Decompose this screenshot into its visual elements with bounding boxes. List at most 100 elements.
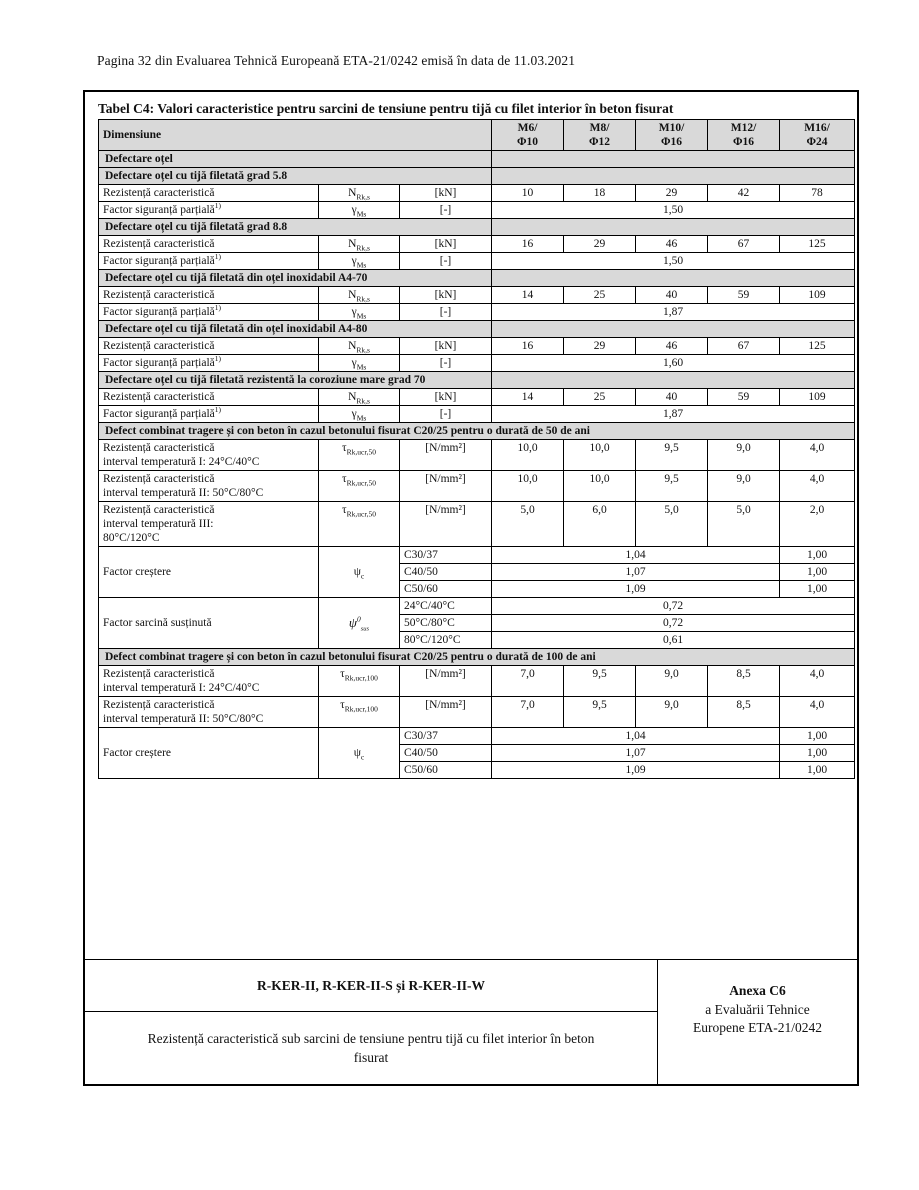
value-cell: 9,5 (563, 665, 637, 697)
value-cell: 4,0 (779, 665, 856, 697)
value-cell: 14 (491, 388, 565, 406)
row-label: Factor creștere (98, 727, 319, 779)
row-label: Factor siguranță parțială1) (98, 252, 319, 270)
value-cell: 125 (779, 235, 856, 253)
row-label: Rezistență caracteristică interval tempe… (98, 439, 319, 471)
row-label: Rezistență caracteristică (98, 235, 319, 253)
merged-value-cell: 1,09 (491, 580, 781, 598)
unit-cell: [-] (398, 201, 493, 219)
unit-cell: [kN] (398, 286, 493, 304)
symbol-γ: γMs (351, 408, 367, 423)
value-cell: 9,5 (635, 439, 709, 471)
symbol-γ: γMs (351, 357, 367, 372)
symbol-cell: γMs (318, 252, 400, 270)
unit-cell: [N/mm²] (398, 665, 493, 697)
value-cell: 9,0 (635, 665, 709, 697)
row-label: Factor siguranță parțială1) (98, 354, 319, 372)
value-cell: 8,5 (707, 665, 781, 697)
table-row: Rezistență caracteristică NRk,s [kN] 14 25 40… (98, 286, 856, 304)
row-label: Factor siguranță parțială1) (98, 201, 319, 219)
merged-value-cell: 0,61 (491, 631, 856, 649)
merged-value-cell: 1,60 (491, 354, 856, 372)
value-cell: 125 (779, 337, 856, 355)
row-label: Rezistență caracteristică interval tempe… (98, 696, 319, 728)
symbol-τ: τRk,ucr,50 (342, 504, 376, 519)
table-row: 80°C/120°C 0,61 (99, 631, 856, 649)
value-cell: 2,0 (779, 501, 856, 547)
table-row: Factor siguranță parțială1) γMs [-] 1,87 (98, 303, 856, 321)
symbol-cell: NRk,s (318, 388, 400, 406)
section-label: Defectare oțel cu tijă filetată grad 8.8 (97, 218, 493, 236)
value-cell: 25 (563, 286, 637, 304)
value-cell: 5,0 (635, 501, 709, 547)
section-spacer (491, 371, 856, 389)
symbol-cell: ψc (318, 546, 400, 598)
row-label: Rezistență caracteristică (98, 388, 319, 406)
section-row: Defectare oțel cu tijă filetată din oțel… (97, 269, 856, 287)
table-row: Rezistență caracteristică interval tempe… (98, 439, 856, 471)
unit-cell: [N/mm²] (398, 470, 493, 502)
row-label: Rezistență caracteristică (98, 337, 319, 355)
value-cell: 7,0 (491, 665, 565, 697)
value-cell: 67 (707, 235, 781, 253)
table-row: Factor creștere ψc C30/37 1,04 1,00 (98, 546, 856, 598)
table-row: C50/60 1,09 1,00 (99, 580, 856, 598)
section-spacer (491, 167, 856, 185)
table-row: Factor siguranță parțială1) γMs [-] 1,87 (98, 405, 856, 423)
value-cell: 78 (779, 184, 856, 202)
key-cell: C50/60 (398, 580, 493, 598)
merged-value-cell: 1,07 (491, 563, 781, 581)
table-c4-body: Dimensiune M6/ Φ10 M8/ Φ12 M10/ Φ16 M12/ Φ16… (97, 119, 856, 779)
value-cell: 10 (491, 184, 565, 202)
value-cell: 40 (635, 286, 709, 304)
content-box: Tabel C4: Valori caracteristice pentru s… (83, 90, 859, 1086)
key-cell: C40/50 (398, 563, 493, 581)
footnote-marker: 1) (214, 252, 222, 262)
value-cell: 59 (707, 388, 781, 406)
section-spacer (491, 150, 856, 168)
section-label: Defectare oțel cu tijă filetată rezisten… (97, 371, 493, 389)
annex-line2: a Evaluării Tehnice (705, 1001, 810, 1017)
symbol-N: NRk,s (348, 391, 370, 406)
footer-product-names: R-KER-II, R-KER-II-S și R-KER-II-W (85, 960, 657, 1012)
table-row: Rezistență caracteristică NRk,s [kN] 16 29 46… (98, 337, 856, 355)
value-cell: 109 (779, 388, 856, 406)
section-row: Defectare oțel (97, 150, 856, 168)
section-label: Defectare oțel cu tijă filetată din oțel… (97, 320, 493, 338)
merged-value-cell: 1,07 (491, 744, 781, 762)
table-row: Rezistență caracteristică interval tempe… (98, 665, 856, 697)
section-row: Defectare oțel cu tijă filetată rezisten… (97, 371, 856, 389)
merged-value-cell: 1,04 (491, 727, 781, 745)
table-header-row: Dimensiune M6/ Φ10 M8/ Φ12 M10/ Φ16 M12/ Φ16… (97, 119, 856, 151)
symbol-cell: τRk,ucr,50 (318, 501, 400, 547)
annex-title: Anexa C6 (729, 983, 786, 998)
unit-cell: [-] (398, 303, 493, 321)
value-cell: 18 (563, 184, 637, 202)
size-column-header: M16/ Φ24 (779, 119, 856, 151)
merged-value-cell: 1,09 (491, 761, 781, 779)
section-spacer (491, 218, 856, 236)
section-row: Defect combinat tragere și con beton în … (97, 422, 856, 440)
section-row: Defect combinat tragere și con beton în … (97, 648, 856, 666)
value-cell: 29 (635, 184, 709, 202)
footnote-marker: 1) (214, 303, 222, 313)
value-cell: 9,5 (563, 696, 637, 728)
footnote-marker: 1) (214, 354, 222, 364)
symbol-cell: τRk,ucr,50 (318, 439, 400, 471)
symbol-ψ: ψc (353, 747, 365, 762)
table-row: C50/60 1,09 1,00 (99, 761, 856, 779)
value-cell: 9,5 (635, 470, 709, 502)
section-label: Defectare oțel (97, 150, 493, 168)
unit-cell: [-] (398, 405, 493, 423)
value-cell: 9,0 (635, 696, 709, 728)
value-cell: 10,0 (563, 470, 637, 502)
table-c4: Dimensiune M6/ Φ10 M8/ Φ12 M10/ Φ16 M12/ Φ16… (97, 119, 856, 779)
value-cell: 10,0 (491, 439, 565, 471)
table-row: Factor creștere ψc C30/37 1,04 1,00 (98, 727, 856, 779)
key-cell: C40/50 (398, 744, 493, 762)
row-label: Rezistență caracteristică (98, 184, 319, 202)
row-label: Rezistență caracteristică interval tempe… (98, 665, 319, 697)
symbol-γ: γMs (351, 255, 367, 270)
value-cell: 46 (635, 235, 709, 253)
table-row: Rezistență caracteristică interval tempe… (98, 470, 856, 502)
